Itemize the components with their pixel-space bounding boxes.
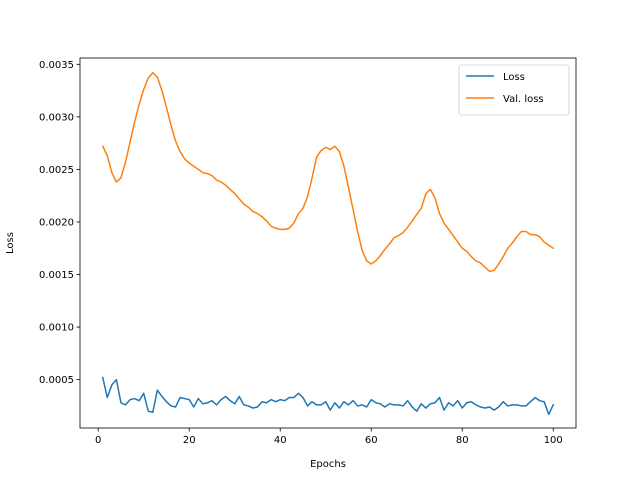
series-line-val-loss <box>101 71 555 273</box>
y-tick-label: 0.0025 <box>39 165 74 176</box>
x-tick-label: 0 <box>95 435 101 446</box>
x-tick-label: 100 <box>544 435 563 446</box>
y-tick-label: 0.0020 <box>39 217 74 228</box>
x-tick-label: 40 <box>274 435 287 446</box>
axes-frame <box>79 57 577 429</box>
x-tick-label: 20 <box>183 435 196 446</box>
series-line-loss <box>101 376 555 416</box>
x-axis-label: Epochs <box>310 459 346 470</box>
legend-box <box>458 64 570 116</box>
y-tick-label: 0.0030 <box>39 112 74 123</box>
y-axis-ticks: 0.0005 0.0010 0.0015 0.0020 0.0025 0.0030 0.00… <box>39 60 80 386</box>
legend-label: Val. loss <box>503 94 544 105</box>
y-tick-label: 0.0010 <box>39 323 74 334</box>
y-tick-label: 0.0035 <box>39 60 74 71</box>
legend-label: Loss <box>503 72 525 83</box>
y-axis-label: Loss <box>5 232 16 254</box>
y-tick-label: 0.0015 <box>39 270 74 281</box>
legend: Loss Val. loss <box>458 64 570 116</box>
x-axis-ticks: 0 20 40 60 80 100 <box>95 428 563 446</box>
y-tick-label: 0.0005 <box>39 375 74 386</box>
series-layer <box>101 71 555 416</box>
x-tick-label: 60 <box>365 435 378 446</box>
x-tick-label: 80 <box>456 435 469 446</box>
